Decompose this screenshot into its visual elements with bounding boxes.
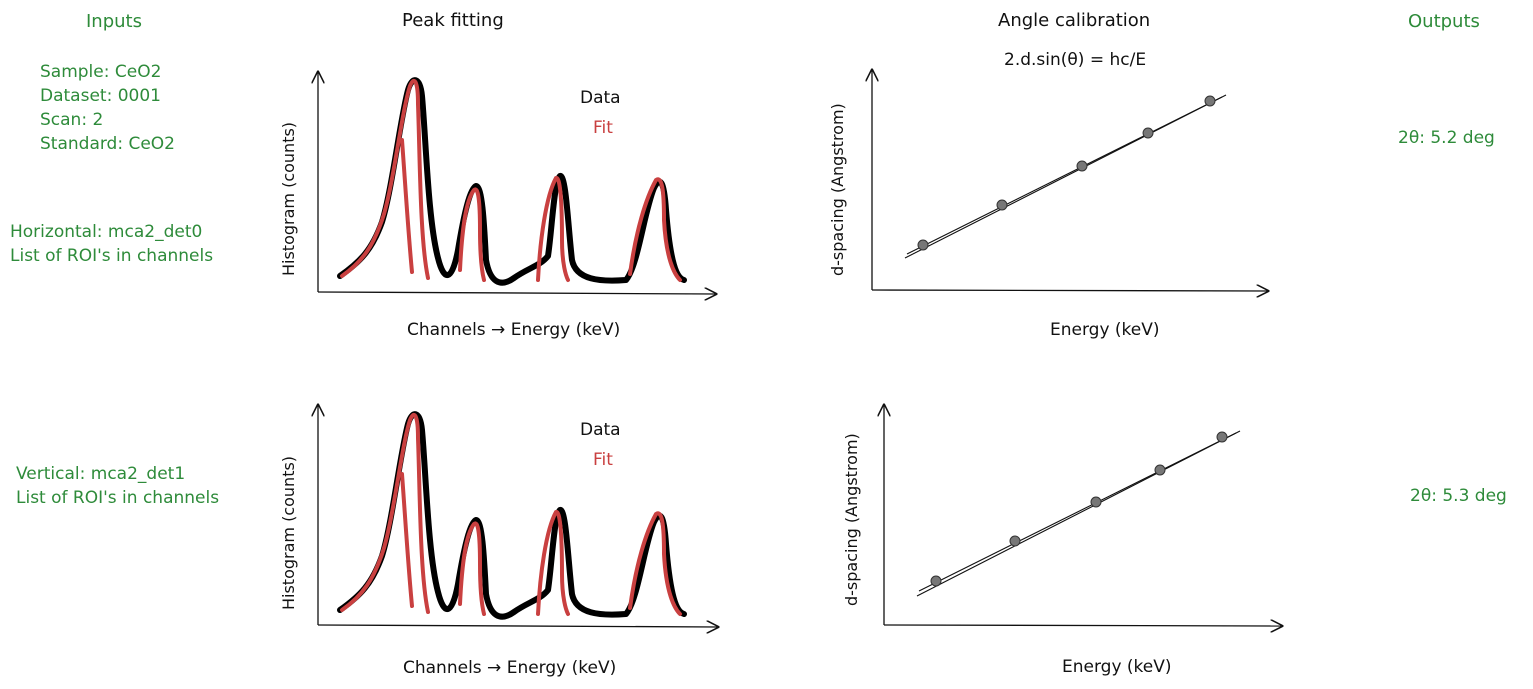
input-sample: Sample: CeO2 xyxy=(40,62,162,82)
peak-plot-1-xlabel: Channels → Energy (keV) xyxy=(407,320,621,340)
calibration-plot-2-points xyxy=(930,431,1228,587)
calibration-plot-2-xlabel: Energy (keV) xyxy=(1062,657,1172,677)
peak-plot-2-xlabel: Channels → Energy (keV) xyxy=(403,658,617,678)
output-vertical: 2θ: 5.3 deg xyxy=(1410,486,1507,506)
input-scan: Scan: 2 xyxy=(40,110,104,130)
input-standard: Standard: CeO2 xyxy=(40,134,175,154)
peak-plot-1-ylabel: Histogram (counts) xyxy=(279,121,298,276)
peak-plot-2-axes xyxy=(318,405,718,627)
calibration-plot-1-ylabel: d-spacing (Angstrom) xyxy=(828,103,847,276)
input-horizontal-detector: Horizontal: mca2_det0 xyxy=(10,222,203,242)
input-dataset: Dataset: 0001 xyxy=(40,86,161,106)
calibration-plot-1-axes xyxy=(872,70,1268,291)
calibration-plot-1-fit-line xyxy=(904,94,1227,259)
peak-plot-1-legend-fit: Fit xyxy=(593,118,613,138)
inputs-header: Inputs xyxy=(86,11,142,32)
input-horizontal-roi: List of ROI's in channels xyxy=(10,246,214,266)
calibration-plot-1-xlabel: Energy (keV) xyxy=(1050,320,1160,340)
peak-plot-2-legend-data: Data xyxy=(580,420,621,440)
peak-plot-2-legend-fit: Fit xyxy=(593,450,613,470)
calibration-plot-2-ylabel: d-spacing (Angstrom) xyxy=(842,433,861,606)
peak-plot-1-axes xyxy=(318,72,716,294)
peak-plot-2-fit-curves xyxy=(340,412,682,616)
peak-plot-1-fit-curves xyxy=(340,78,682,282)
peak-plot-2-ylabel: Histogram (counts) xyxy=(279,455,298,610)
input-vertical-detector: Vertical: mca2_det1 xyxy=(16,464,186,484)
output-horizontal: 2θ: 5.2 deg xyxy=(1398,128,1495,148)
bragg-equation: 2.d.sin(θ) = hc/E xyxy=(1004,50,1147,70)
peak-plot-1-legend-data: Data xyxy=(580,88,621,108)
peak-fitting-header: Peak fitting xyxy=(402,10,504,31)
angle-calibration-header: Angle calibration xyxy=(998,10,1151,31)
calibration-plot-2-axes xyxy=(884,405,1282,626)
calibration-plot-1-points xyxy=(917,95,1216,251)
outputs-header: Outputs xyxy=(1408,11,1480,32)
calibration-plot-2-fit-line xyxy=(916,430,1241,597)
input-vertical-roi: List of ROI's in channels xyxy=(16,488,220,508)
